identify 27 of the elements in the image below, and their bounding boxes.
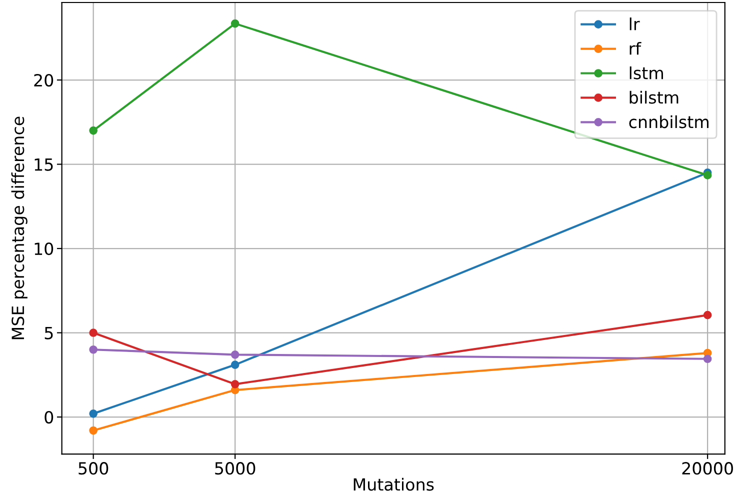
y-tick-label: 20 — [34, 74, 54, 87]
y-tick-label: 0 — [44, 410, 54, 424]
legend-label: cnnbilstm — [629, 115, 708, 128]
point — [230, 360, 240, 369]
y-axis-title: MSE percentage difference — [11, 116, 28, 340]
y-tick-label: 5 — [44, 326, 53, 340]
point — [89, 328, 98, 337]
y-tick-label: 15 — [34, 158, 53, 171]
point — [230, 380, 240, 388]
legend-label: lr — [630, 17, 640, 30]
point — [703, 354, 712, 364]
point — [89, 345, 98, 354]
point — [89, 409, 98, 418]
point — [230, 19, 240, 28]
x-axis-title: Mutations — [354, 478, 434, 491]
y-tick-label: 10 — [34, 242, 54, 256]
point — [230, 350, 240, 359]
point — [89, 126, 98, 135]
legend-label: rf — [630, 42, 642, 55]
point — [703, 171, 712, 180]
legend-label: lstm — [630, 66, 663, 80]
x-tick-label: 500 — [78, 462, 108, 475]
legend-label: bilstm — [630, 90, 678, 104]
point — [89, 426, 98, 435]
x-tick-label: 5000 — [215, 462, 256, 475]
point — [703, 310, 712, 320]
x-tick-label: 20000 — [682, 462, 733, 475]
